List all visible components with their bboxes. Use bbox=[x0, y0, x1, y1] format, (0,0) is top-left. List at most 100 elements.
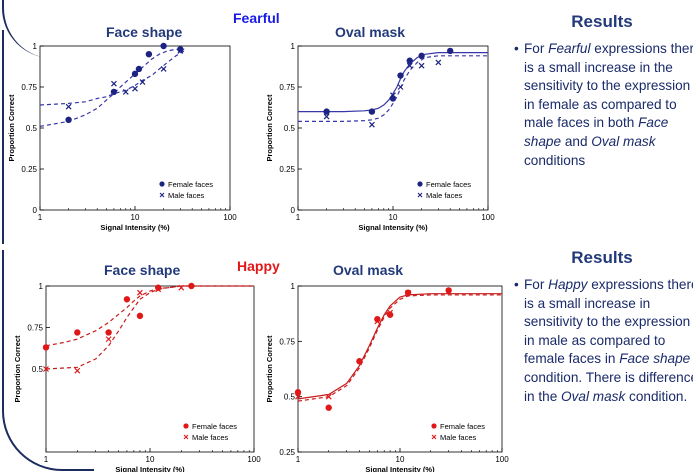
y-tick-label: 1 bbox=[39, 282, 44, 291]
data-point-female bbox=[188, 282, 195, 290]
legend-label-female: Female faces bbox=[440, 422, 485, 431]
y-tick-label: 0.5 bbox=[32, 365, 44, 374]
x-axis-label: Signal Intensity (%) bbox=[100, 223, 170, 232]
y-tick-label: 0.5 bbox=[284, 124, 296, 133]
plot-axes-box bbox=[297, 285, 503, 453]
y-tick-label: 0.25 bbox=[21, 165, 37, 174]
bullet-dot: • bbox=[514, 277, 519, 292]
y-tick-label: 0.5 bbox=[26, 124, 38, 133]
legend-label-female: Female faces bbox=[426, 180, 471, 189]
data-point-female bbox=[177, 46, 184, 53]
data-point-female bbox=[325, 404, 332, 411]
y-tick-label: 0.25 bbox=[279, 448, 295, 457]
y-tick-label: 1 bbox=[291, 282, 296, 291]
data-point-female bbox=[445, 287, 452, 294]
y-tick-label: 0.75 bbox=[279, 337, 295, 346]
y-axis-label: Proportion Correct bbox=[265, 94, 274, 162]
data-point-male bbox=[178, 284, 185, 291]
legend-label-male: Male faces bbox=[440, 433, 477, 442]
happy-oval-mask-plot: 0.25 0.5 0.75 1 1 10 100 Signal Intensity (%) Pr… bbox=[265, 282, 509, 472]
text-run: condition. There is difference in the bbox=[524, 369, 693, 404]
data-point-male bbox=[368, 121, 375, 128]
data-point-female bbox=[105, 329, 112, 336]
legend-marker-female bbox=[183, 423, 189, 429]
data-point-female bbox=[123, 296, 131, 303]
data-point-female bbox=[145, 51, 153, 58]
data-point-male bbox=[295, 393, 301, 400]
fearful-bullet: • For Fearful expressions there is a sma… bbox=[514, 40, 693, 170]
legend-marker-female bbox=[431, 423, 437, 429]
text-run: and bbox=[561, 133, 592, 149]
x-tick-label: 10 bbox=[146, 455, 155, 464]
y-tick-label: 0 bbox=[33, 206, 38, 215]
fearful-oval-mask-title: Oval mask bbox=[335, 24, 406, 40]
plot-axes-box bbox=[45, 285, 255, 453]
data-point-female bbox=[418, 52, 425, 60]
data-point-female bbox=[110, 88, 118, 96]
happy-bullet-text: For Happy expressions there is a small i… bbox=[524, 277, 693, 404]
data-point-male bbox=[110, 80, 117, 87]
happy-oval-mask-title: Oval mask bbox=[333, 262, 404, 278]
y-tick-label: 1 bbox=[291, 42, 296, 51]
y-tick-label: 1 bbox=[33, 42, 38, 51]
data-point-female bbox=[368, 108, 376, 115]
data-point-female bbox=[406, 57, 413, 64]
x-tick-label: 10 bbox=[396, 455, 405, 464]
happy-bullet: • For Happy expressions there is a small… bbox=[514, 276, 693, 406]
y-tick-label: 0.75 bbox=[27, 324, 43, 333]
y-tick-label: 0.75 bbox=[279, 83, 295, 92]
data-point-male bbox=[132, 85, 138, 92]
data-point-female bbox=[136, 312, 144, 320]
fearful-oval-mask-plot: 0 0.25 0.5 0.75 1 1 10 100 Signal Intensity (%) P… bbox=[265, 42, 495, 232]
x-tick-label: 100 bbox=[495, 455, 509, 464]
text-run: Oval mask bbox=[561, 388, 626, 404]
data-point-male bbox=[418, 62, 425, 69]
plot-axes-box bbox=[297, 45, 489, 211]
fit-curve-male bbox=[298, 55, 488, 122]
frame-arc-left bbox=[2, 30, 4, 244]
data-point-male bbox=[122, 88, 129, 95]
legend-marker-female bbox=[417, 181, 423, 187]
text-run: For bbox=[524, 41, 549, 56]
x-axis-label: Signal Intensity (%) bbox=[365, 465, 435, 472]
y-axis-label: Proportion Correct bbox=[7, 94, 16, 162]
legend-marker-male bbox=[183, 434, 189, 440]
data-point-male bbox=[387, 309, 394, 316]
y-tick-label: 0.75 bbox=[21, 83, 37, 92]
data-point-male bbox=[139, 79, 146, 86]
x-tick-label: 100 bbox=[223, 213, 237, 222]
fit-curve-female bbox=[297, 293, 502, 400]
data-point-male bbox=[374, 318, 381, 325]
x-tick-label: 100 bbox=[481, 213, 495, 222]
fearful-bullet-text: For Fearful expressions there is a small… bbox=[524, 41, 693, 168]
bullet-dot: • bbox=[514, 41, 519, 56]
happy-results-heading: Results bbox=[571, 248, 633, 267]
data-point-male bbox=[136, 289, 143, 296]
fearful-face-shape-title: Face shape bbox=[106, 24, 183, 40]
data-point-male bbox=[325, 393, 332, 400]
data-point-female bbox=[356, 358, 363, 365]
data-point-female bbox=[294, 389, 302, 396]
y-tick-label: 0.25 bbox=[279, 165, 295, 174]
data-point-male bbox=[155, 286, 162, 293]
legend-label-male: Male faces bbox=[426, 191, 463, 200]
text-run: expressions there is a small increase in… bbox=[524, 41, 693, 131]
text-run: Happy bbox=[548, 277, 588, 292]
text-run: Oval mask bbox=[591, 133, 656, 149]
y-axis-label: Proportion Correct bbox=[13, 335, 22, 403]
data-point-female bbox=[160, 42, 167, 50]
data-point-male bbox=[406, 62, 413, 69]
data-point-male bbox=[65, 103, 72, 110]
fit-curve-male bbox=[45, 285, 254, 370]
happy-label: Happy bbox=[237, 258, 280, 274]
legend-label-male: Male faces bbox=[168, 191, 205, 200]
data-point-female bbox=[135, 65, 143, 73]
text-run: Face shape bbox=[619, 351, 691, 367]
x-tick-label: 10 bbox=[131, 213, 140, 222]
data-point-female bbox=[131, 70, 139, 78]
data-point-male bbox=[405, 289, 412, 296]
fearful-label: Fearful bbox=[233, 10, 280, 26]
data-point-female bbox=[397, 72, 404, 79]
text-run: expressions there is a small increase in… bbox=[524, 277, 693, 367]
